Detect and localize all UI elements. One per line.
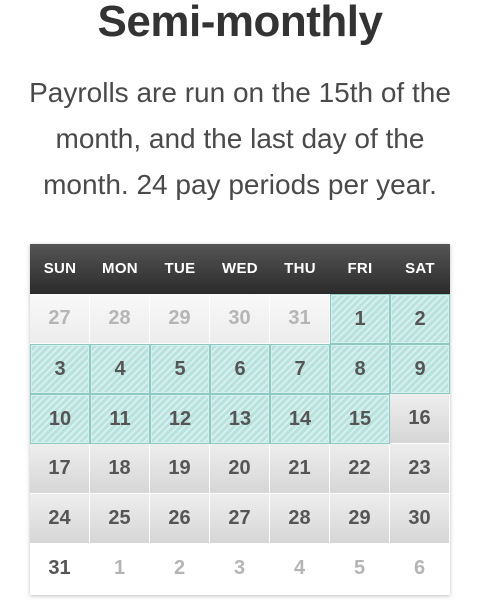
calendar-day-pay-period: 12 xyxy=(150,394,210,444)
calendar-day-pay-period: 11 xyxy=(90,394,150,444)
calendar-day: 27 xyxy=(30,294,90,344)
calendar-day: 28 xyxy=(270,494,330,544)
calendar-day: 28 xyxy=(90,294,150,344)
calendar-day: 16 xyxy=(390,394,450,444)
calendar-day-pay-period: 6 xyxy=(210,344,270,394)
calendar-day-pay-period: 3 xyxy=(30,344,90,394)
calendar-day: 25 xyxy=(90,494,150,544)
description-line: month. 24 pay periods per year. xyxy=(43,169,437,200)
calendar-day-grid: 27 28 29 30 31 1 2 3 4 5 6 7 8 9 10 11 12 13 14 15 16 17 18 19 2… xyxy=(30,294,450,594)
calendar-day: 29 xyxy=(150,294,210,344)
weekday-thu: THU xyxy=(284,260,316,277)
weekday-sat: SAT xyxy=(405,260,435,277)
calendar-day: 23 xyxy=(390,444,450,494)
calendar-day-pay-period: 7 xyxy=(270,344,330,394)
calendar-day: 29 xyxy=(330,494,390,544)
calendar-day-pay-period: 15 xyxy=(330,394,390,444)
weekday-tue: TUE xyxy=(164,260,196,277)
calendar-day-pay-period: 1 xyxy=(330,294,390,344)
calendar-day: 22 xyxy=(330,444,390,494)
calendar-day: 21 xyxy=(270,444,330,494)
calendar-day-pay-period: 2 xyxy=(390,294,450,344)
calendar-day: 26 xyxy=(150,494,210,544)
calendar-day: 6 xyxy=(390,544,450,594)
calendar-day: 17 xyxy=(30,444,90,494)
calendar-day: 24 xyxy=(30,494,90,544)
calendar-day-pay-period: 8 xyxy=(330,344,390,394)
calendar-day: 31 xyxy=(270,294,330,344)
calendar-day-pay-period: 4 xyxy=(90,344,150,394)
calendar-day: 5 xyxy=(330,544,390,594)
pay-calendar: SUN MON TUE WED THU FRI SAT 27 28 29 30 31 1 2… xyxy=(30,244,450,595)
calendar-day-pay-period: 14 xyxy=(270,394,330,444)
calendar-day-pay-period: 13 xyxy=(210,394,270,444)
calendar-day: 30 xyxy=(210,294,270,344)
calendar-day: 30 xyxy=(390,494,450,544)
weekday-mon: MON xyxy=(102,260,138,277)
page-title: Semi-monthly xyxy=(97,0,383,46)
calendar-day: 18 xyxy=(90,444,150,494)
weekday-sun: SUN xyxy=(43,260,77,277)
calendar-day: 3 xyxy=(210,544,270,594)
description-line: month, and the last day of the xyxy=(55,123,425,154)
calendar-day-pay-period: 5 xyxy=(150,344,210,394)
calendar-weekday-header: SUN MON TUE WED THU FRI SAT xyxy=(30,244,450,294)
calendar-day: 19 xyxy=(150,444,210,494)
calendar-day: 31 xyxy=(30,544,90,594)
calendar-day-pay-period: 9 xyxy=(390,344,450,394)
description-line: Payrolls are run on the 15th of the xyxy=(29,77,451,108)
schedule-description: Payrolls are run on the 15th of the mont… xyxy=(0,70,480,208)
calendar-day-pay-period: 10 xyxy=(30,394,90,444)
calendar-day: 20 xyxy=(210,444,270,494)
calendar-day: 4 xyxy=(270,544,330,594)
weekday-wed: WED xyxy=(222,260,258,277)
calendar-day: 1 xyxy=(90,544,150,594)
calendar-day: 2 xyxy=(150,544,210,594)
weekday-fri: FRI xyxy=(347,260,373,277)
calendar-day: 27 xyxy=(210,494,270,544)
